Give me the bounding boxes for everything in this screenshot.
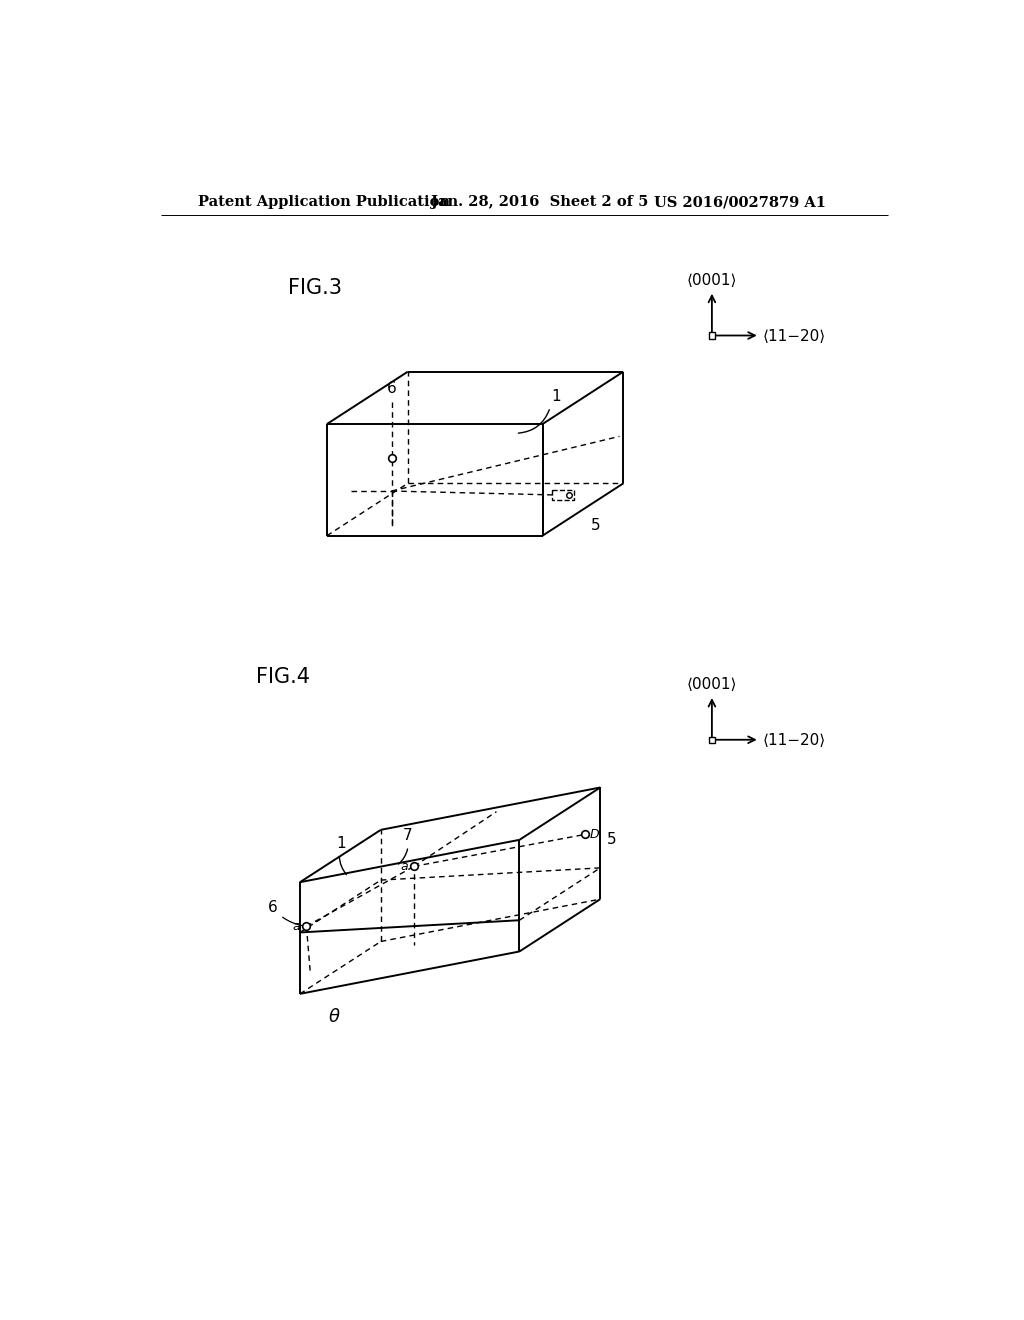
Text: US 2016/0027879 A1: US 2016/0027879 A1 [654, 195, 826, 210]
Text: 6: 6 [387, 381, 396, 396]
Text: 6: 6 [268, 900, 304, 925]
Text: Jan. 28, 2016  Sheet 2 of 5: Jan. 28, 2016 Sheet 2 of 5 [431, 195, 648, 210]
Bar [709, 737, 715, 743]
Text: ⟨0001⟩: ⟨0001⟩ [687, 677, 737, 692]
Bar [709, 333, 715, 339]
Text: 1: 1 [337, 837, 346, 875]
Text: ⟨11−20⟩: ⟨11−20⟩ [763, 733, 826, 748]
Text: D: D [590, 828, 599, 841]
Text: 7: 7 [398, 829, 413, 865]
Text: 1: 1 [552, 389, 561, 404]
Text: a: a [293, 920, 300, 933]
Text: 5: 5 [606, 832, 616, 847]
Text: FIG.4: FIG.4 [256, 667, 310, 686]
Bar [552, 490, 573, 500]
Text: ⟨0001⟩: ⟨0001⟩ [687, 273, 737, 288]
Text: 5: 5 [591, 519, 600, 533]
Text: a: a [400, 859, 408, 873]
Text: θ: θ [329, 1007, 340, 1026]
Text: ⟨11−20⟩: ⟨11−20⟩ [763, 329, 826, 343]
Text: Patent Application Publication: Patent Application Publication [199, 195, 451, 210]
Text: FIG.3: FIG.3 [289, 277, 342, 298]
